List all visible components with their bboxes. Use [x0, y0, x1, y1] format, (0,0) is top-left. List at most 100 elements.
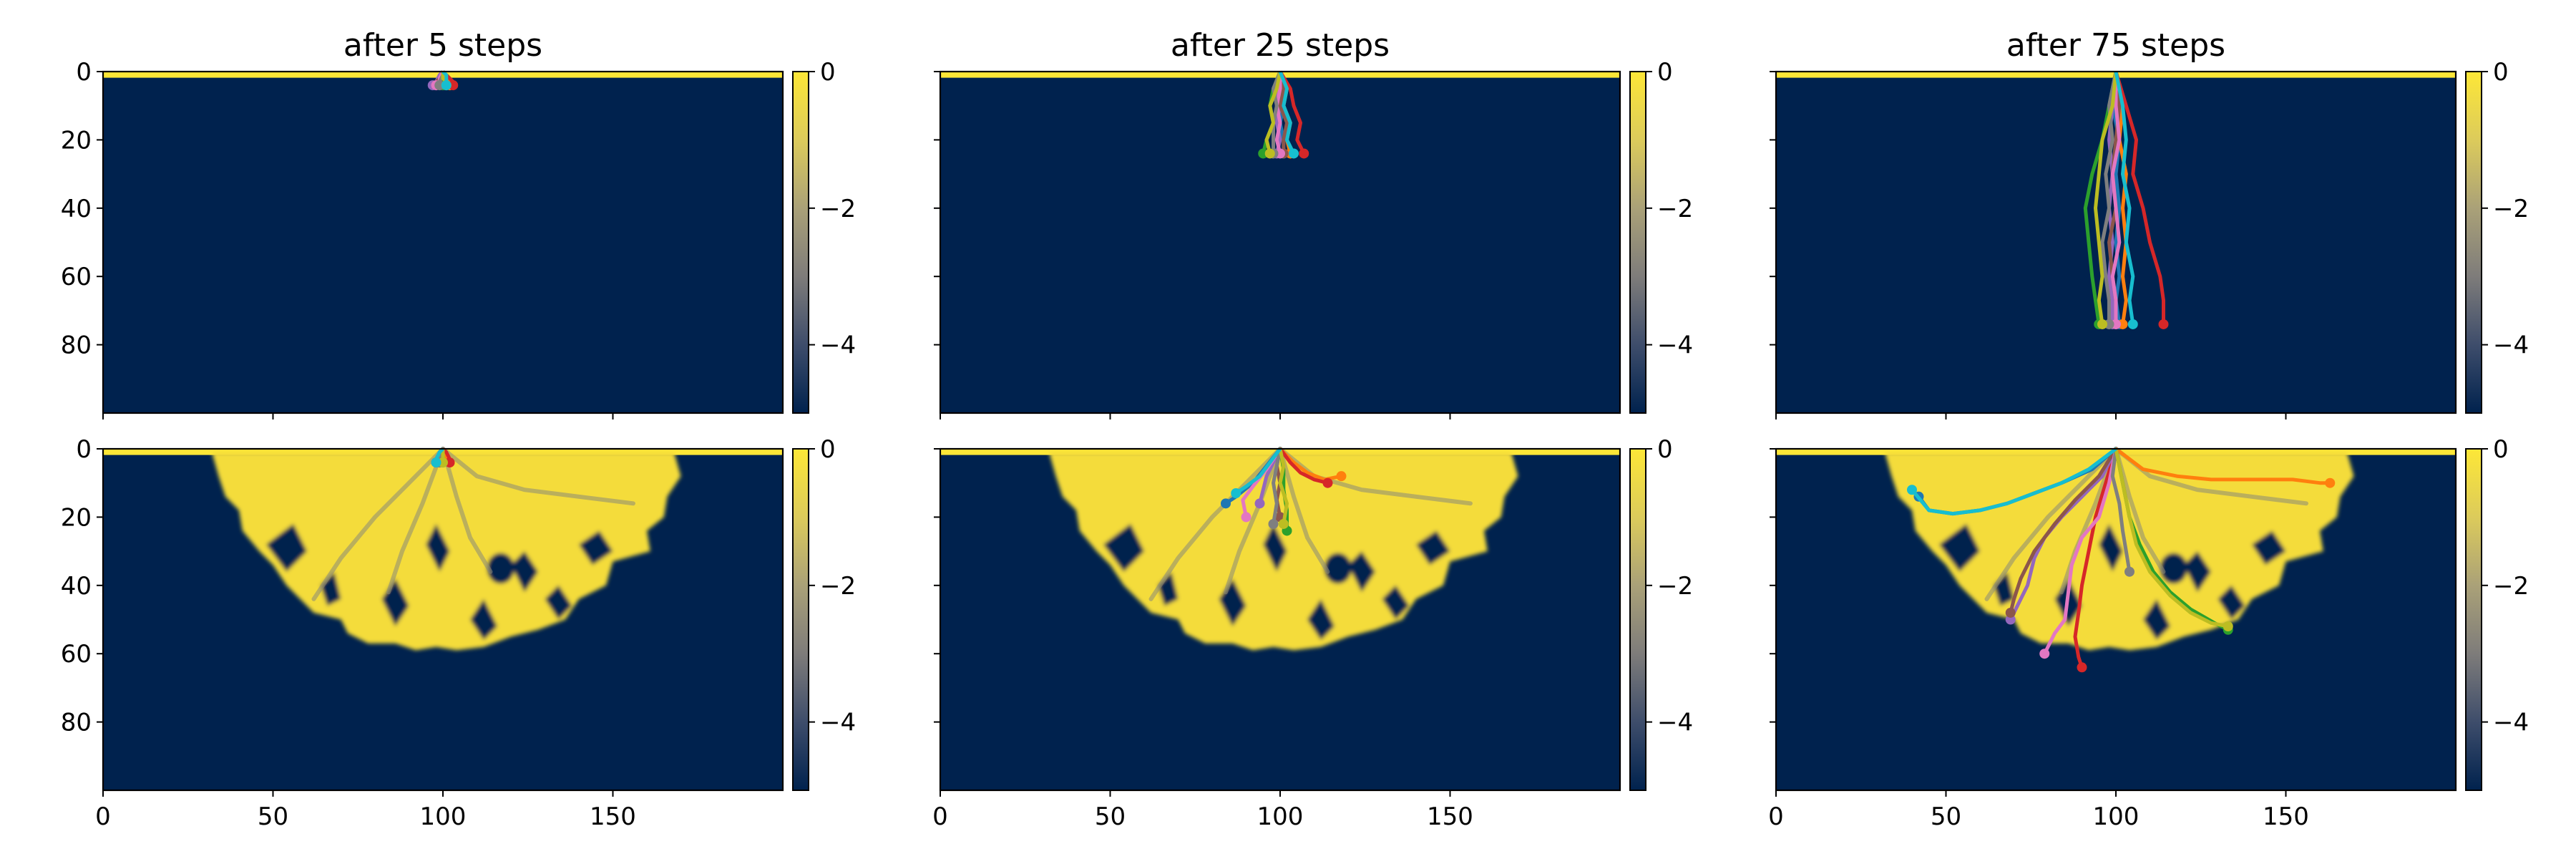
colorbar: 0 −2 −4 [792, 58, 856, 414]
x-tick-label: 150 [2263, 802, 2309, 831]
colorbar-frame [1629, 448, 1646, 791]
tree-gap [2099, 523, 2123, 572]
tree-hole [1324, 553, 1352, 584]
tree-gap [1307, 598, 1335, 641]
trajectory-line-3 [2083, 71, 2118, 325]
colorbar-tick-label: −4 [820, 331, 856, 360]
trajectory-endpoint-10 [1907, 485, 1917, 495]
trajectory-line-8 [2110, 448, 2132, 573]
y-tick-label: 40 [61, 572, 92, 601]
tree-gap [321, 571, 341, 606]
x-tick-label: 50 [1931, 802, 1961, 831]
tree-gap [1348, 551, 1375, 593]
colorbar-frame [1629, 71, 1646, 414]
trajectory-endpoint-10 [441, 80, 452, 91]
colorbar-tick-label: 0 [2493, 58, 2509, 87]
trajectory-line-4 [2073, 448, 2118, 669]
trajectory-endpoint-9 [2223, 621, 2233, 632]
tree-hole [2160, 553, 2187, 584]
panel-title: after 75 steps [2006, 27, 2225, 64]
trajectory-endpoint-10 [1289, 148, 1299, 159]
x-tick-label: 150 [590, 802, 636, 831]
x-tick-label: 0 [1768, 802, 1784, 831]
trajectory-line-9 [1278, 448, 1289, 525]
colorbar-frame [2465, 448, 2482, 791]
trajectories [427, 70, 459, 91]
colorbar-gradient [2466, 72, 2482, 413]
tree-hole [487, 553, 514, 584]
trajectory-endpoint-4 [1299, 148, 1309, 159]
colorbar-tick-label: −2 [820, 572, 856, 601]
panel-6: 0 50 100 150 0 −2 −4 [1768, 435, 2529, 831]
tree-gap [579, 530, 613, 566]
tree-branch [441, 447, 635, 506]
tree-branch [1224, 447, 1282, 595]
colorbar-tick-label: −2 [1657, 195, 1693, 223]
colorbar-gradient [2466, 449, 2482, 790]
trajectory-line-10 [1234, 447, 1282, 495]
trajectories [1907, 447, 2336, 673]
y-tick-label: 60 [61, 263, 92, 291]
colorbar-gradient [793, 449, 809, 790]
tree-gap [1939, 523, 1980, 572]
colorbar-tick-label: −4 [2493, 709, 2529, 737]
tree-gap [1994, 571, 2014, 606]
y-tick-label: 20 [61, 503, 92, 532]
x-tick-label: 50 [1095, 802, 1126, 831]
x-tick-label: 0 [95, 802, 111, 831]
panel-4: 0 20 40 60 80 0 50 100 150 0 −2 −4 [61, 435, 856, 831]
trajectory-endpoint-7 [1241, 512, 1252, 523]
tree-gap [2184, 551, 2211, 593]
trajectory-line-2 [1279, 447, 1342, 482]
colorbar-tick-label: 0 [820, 58, 836, 87]
colorbar-frame [792, 448, 809, 791]
tree-branches [1148, 447, 1473, 601]
trajectory-line-6 [2009, 447, 2118, 613]
tree-canopy [1049, 452, 1518, 651]
colorbar-tick-label: 0 [820, 435, 836, 464]
trajectory-endpoint-2 [1336, 471, 1347, 482]
colorbar-tick-label: −4 [1657, 709, 1693, 737]
trajectory-endpoint-2 [2325, 477, 2336, 488]
trajectory-endpoint-8 [1268, 518, 1279, 529]
tree-canopy [212, 452, 681, 651]
x-tick-label: 100 [420, 802, 467, 831]
trajectory-endpoint-10 [2127, 319, 2138, 329]
panel-title: after 5 steps [343, 27, 542, 64]
trajectories [1258, 70, 1309, 159]
trajectory-line-2 [2114, 71, 2128, 325]
trajectory-endpoint-4 [2158, 319, 2169, 329]
trajectory-line-2 [2114, 447, 2331, 485]
trajectory-line-8 [1272, 448, 1282, 525]
y-tick-label: 60 [61, 640, 92, 669]
tree-gap [266, 523, 307, 572]
tree-gap [2252, 530, 2286, 566]
colorbar-tick-label: 0 [2493, 435, 2509, 464]
trajectory-endpoint-5 [1254, 498, 1265, 509]
tree-branches [311, 447, 635, 601]
trajectory-line-10 [2114, 71, 2135, 325]
tree-gap [1263, 523, 1287, 572]
trajectories [2083, 71, 2169, 329]
colorbar: 0 −2 −4 [2465, 435, 2529, 791]
tree-gap [1416, 530, 1450, 566]
tree-gap [470, 598, 497, 641]
tree-branch [2059, 447, 2118, 595]
colorbar-tick-label: −4 [2493, 331, 2529, 360]
colorbar-tick-label: −2 [1657, 572, 1693, 601]
trajectory-endpoint-4 [1322, 477, 1333, 488]
colorbar-tick-label: 0 [1657, 435, 1673, 464]
trajectory-endpoint-8 [2124, 566, 2135, 577]
colorbar: 0 −2 −4 [792, 435, 856, 791]
trajectory-line-10 [1911, 447, 2117, 516]
colorbar-tick-label: −2 [2493, 572, 2529, 601]
trajectory-line-7 [2110, 72, 2122, 324]
tree-gap [1103, 523, 1144, 572]
panel-1: after 5 steps 0 20 40 60 80 0 −2 −4 [61, 27, 856, 419]
tree-branch [2114, 447, 2166, 574]
trajectories [431, 447, 455, 468]
tree-branch [386, 447, 445, 595]
y-tick-label: 40 [61, 195, 92, 223]
tree-canopy [1885, 452, 2354, 651]
